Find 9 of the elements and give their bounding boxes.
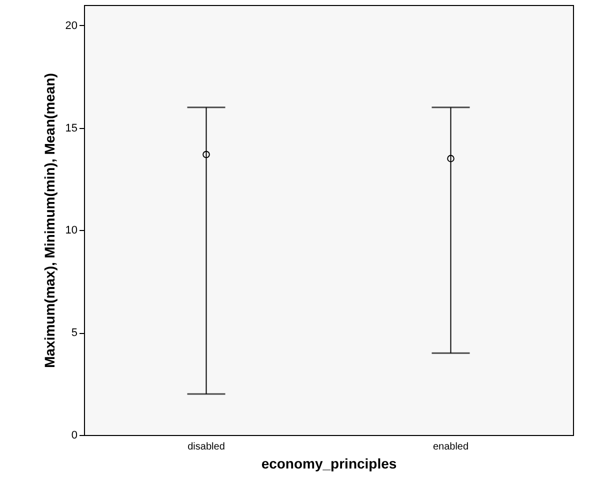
y-tick-label: 15 (65, 122, 78, 134)
y-tick-label: 20 (65, 20, 78, 32)
y-tick-label: 0 (71, 430, 78, 442)
y-axis-title: Maximum(max), Minimum(min), Mean(mean) (41, 73, 58, 368)
x-tick-label: enabled (432, 442, 469, 452)
y-tick-label: 10 (65, 224, 78, 237)
y-tick-label: 5 (71, 327, 78, 340)
x-tick-label: disabled (188, 442, 225, 452)
x-axis-title: economy_principles (261, 456, 397, 472)
